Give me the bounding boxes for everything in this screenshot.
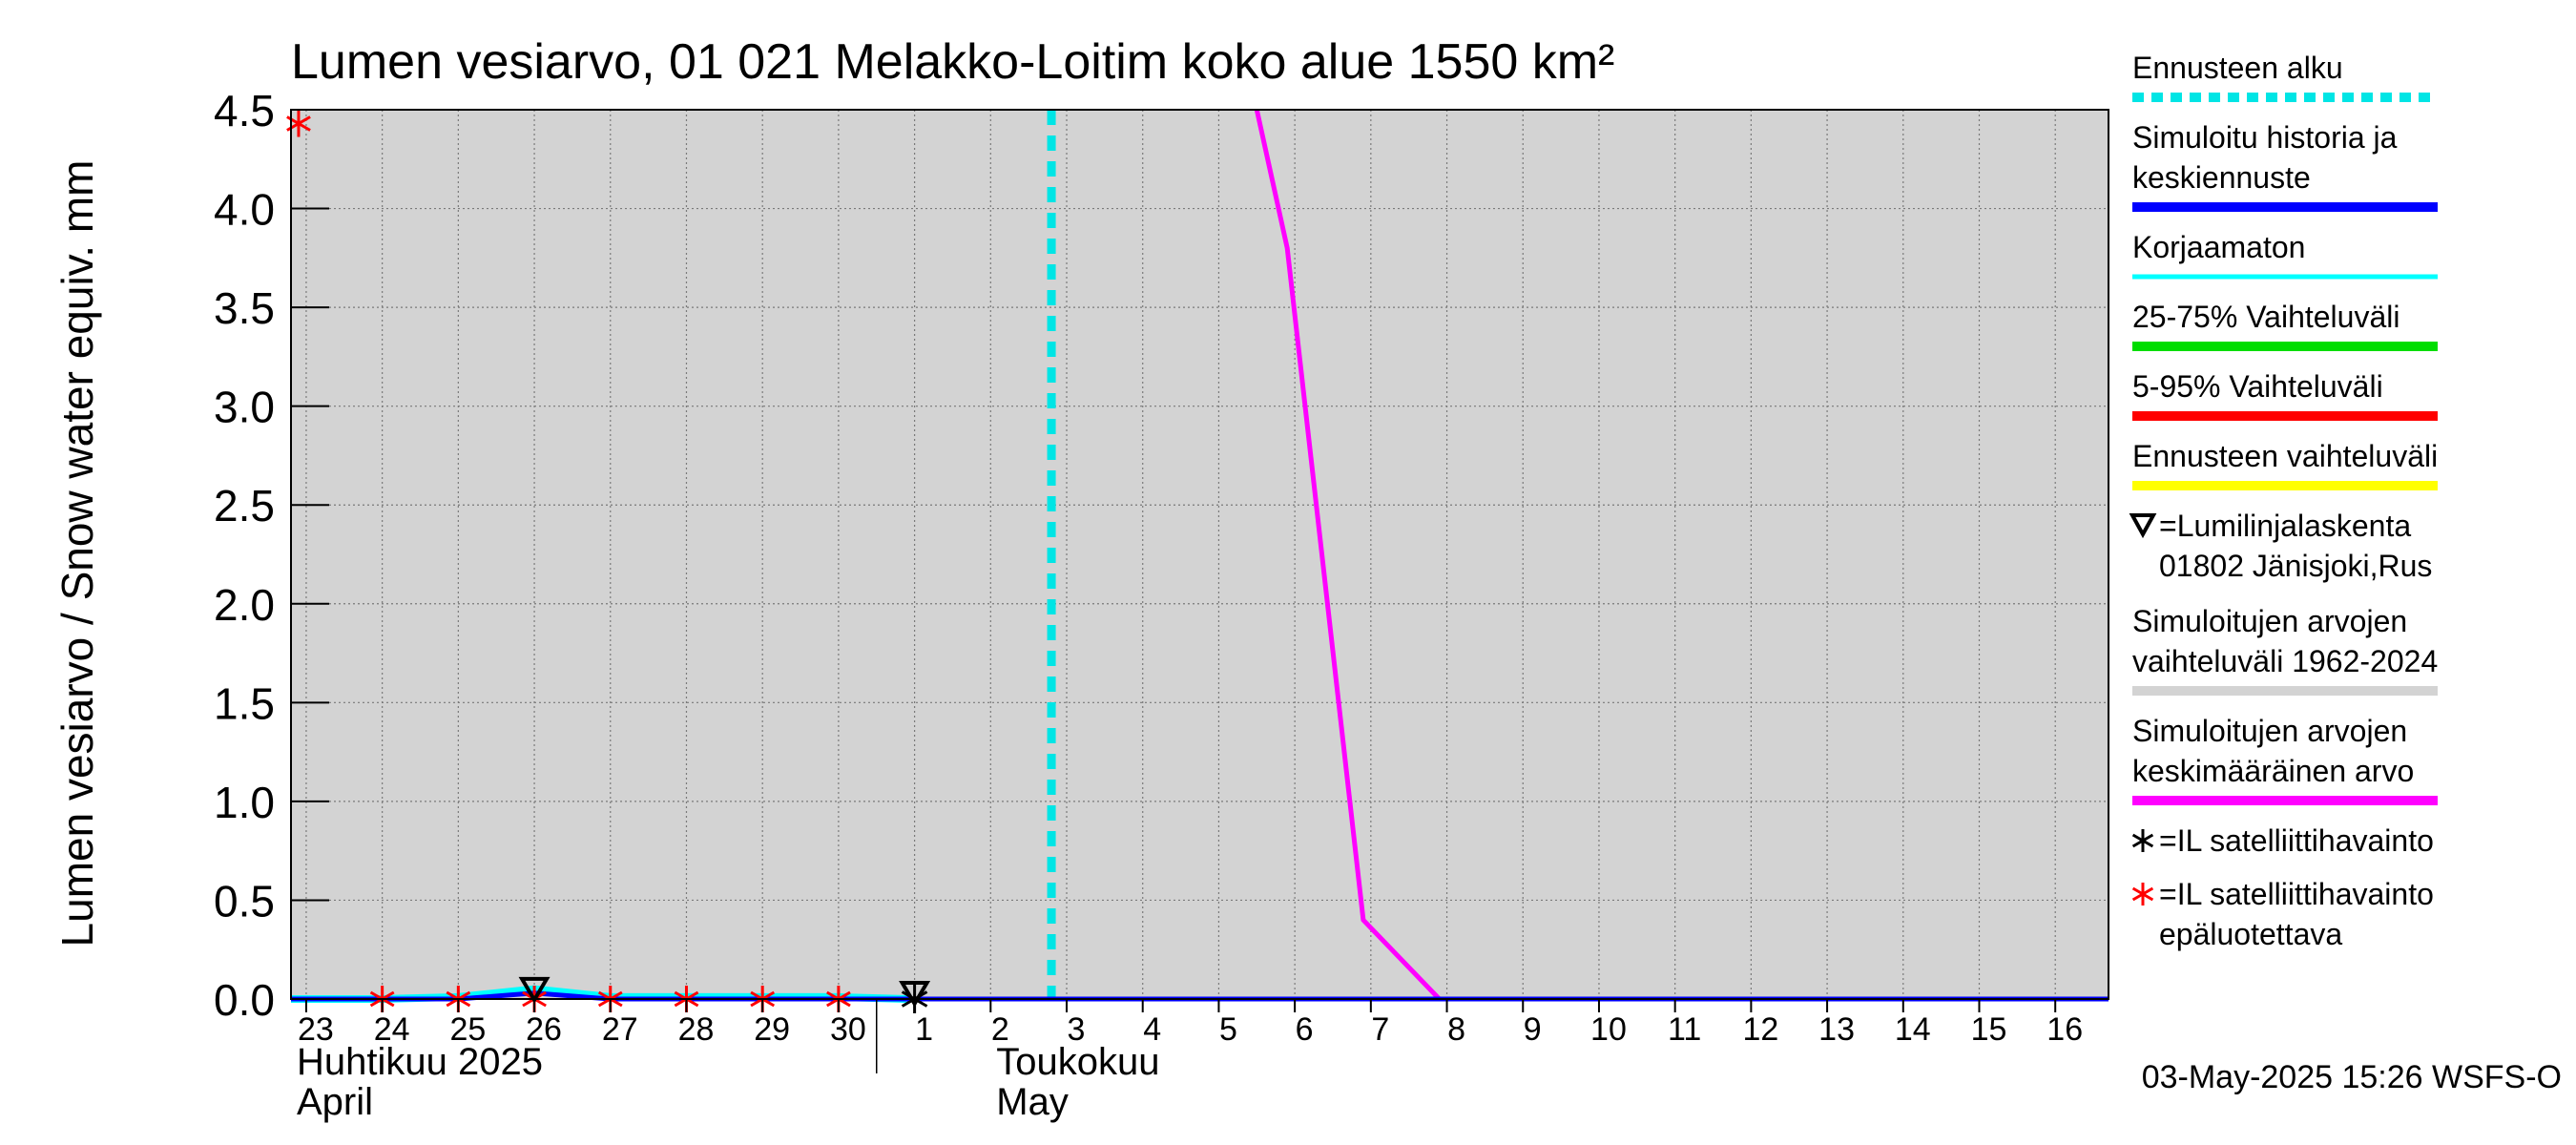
y-tick-label: 4.0 — [214, 185, 275, 235]
month-label-english: May — [996, 1081, 1069, 1123]
legend-label: Ennusteen vaihteluväli — [2132, 439, 2438, 473]
chart-title: Lumen vesiarvo, 01 021 Melakko-Loitim ko… — [291, 34, 1614, 90]
footer-timestamp: 03-May-2025 15:26 WSFS-O — [2142, 1059, 2562, 1095]
legend-label: Korjaamaton — [2132, 230, 2305, 264]
legend-label: keskimääräinen arvo — [2132, 754, 2414, 788]
grid-lines — [291, 109, 2109, 1000]
legend-label: Simuloitu historia ja — [2132, 120, 2398, 155]
legend-triangle-symbol — [2129, 513, 2157, 539]
x-tick-label: 7 — [1371, 1011, 1389, 1048]
y-tick-label: 2.5 — [214, 481, 275, 531]
legend-label: =IL satelliittihavainto — [2159, 877, 2434, 911]
x-tick-label: 30 — [830, 1011, 866, 1048]
legend-label: 5-95% Vaihteluväli — [2132, 369, 2383, 404]
y-tick-label: 1.5 — [214, 678, 275, 728]
legend-label: 25-75% Vaihteluväli — [2132, 300, 2399, 334]
plot-area — [286, 109, 2109, 1013]
legend-star-symbol — [2131, 883, 2154, 906]
plot-frame — [290, 109, 2109, 1000]
snow-course-marker — [899, 981, 931, 1008]
x-tick-label: 3 — [1068, 1011, 1086, 1048]
month-label: Toukokuu — [996, 1041, 1159, 1083]
x-tick-label: 12 — [1742, 1011, 1778, 1048]
month-label-english: April — [297, 1081, 373, 1123]
legend-label: =IL satelliittihavainto — [2159, 823, 2434, 858]
legend-label: vaihteluväli 1962-2024 — [2132, 644, 2438, 678]
x-tick-label: 6 — [1296, 1011, 1314, 1048]
x-tick-label: 9 — [1524, 1011, 1542, 1048]
y-tick-label: 2.0 — [214, 580, 275, 630]
x-tick-label: 23 — [298, 1011, 334, 1048]
x-tick-label: 2 — [991, 1011, 1009, 1048]
legend-label: epäluotettava — [2159, 917, 2342, 951]
legend-label: Simuloitujen arvojen — [2132, 604, 2407, 638]
y-tick-label: 4.5 — [214, 86, 275, 135]
y-tick-label: 3.5 — [214, 283, 275, 333]
x-tick-label: 5 — [1219, 1011, 1237, 1048]
y-axis-label: Lumen vesiarvo / Snow water equiv. mm — [52, 160, 102, 947]
legend-label: =Lumilinjalaskenta — [2159, 509, 2411, 543]
y-axis: 0.0 0.5 1.0 1.5 2.0 2.5 3.0 3.5 4.0 4.5 — [214, 86, 329, 1025]
legend: Ennusteen alku Simuloitu historia ja keski… — [2129, 51, 2438, 951]
legend-label: keskiennuste — [2132, 160, 2311, 195]
x-tick-label: 16 — [2046, 1011, 2083, 1048]
x-tick-label: 26 — [526, 1011, 562, 1048]
x-tick-label: 13 — [1818, 1011, 1855, 1048]
x-tick-label: 8 — [1447, 1011, 1465, 1048]
snow-course-marker — [518, 976, 551, 1004]
legend-label: Ennusteen alku — [2132, 51, 2343, 85]
y-tick-label: 1.0 — [214, 778, 275, 827]
x-tick-label: 10 — [1590, 1011, 1627, 1048]
y-tick-label: 0.0 — [214, 975, 275, 1025]
y-tick-label: 3.0 — [214, 383, 275, 432]
x-tick-label: 14 — [1895, 1011, 1931, 1048]
x-tick-label: 11 — [1668, 1011, 1701, 1048]
y-tick-label: 0.5 — [214, 876, 275, 926]
x-tick-label: 1 — [915, 1011, 933, 1048]
x-tick-label: 29 — [754, 1011, 790, 1048]
x-tick-label: 27 — [602, 1011, 638, 1048]
plot-background — [291, 110, 2109, 999]
legend-label: 01802 Jänisjoki,Rus — [2159, 549, 2432, 583]
x-tick-label: 24 — [374, 1011, 410, 1048]
x-tick-label: 15 — [1971, 1011, 2007, 1048]
x-tick-label: 25 — [449, 1011, 486, 1048]
month-label: Huhtikuu 2025 — [297, 1041, 543, 1083]
x-axis: 23 24 25 26 27 28 29 30 1 2 3 4 5 6 7 8 9 10 11 12 13 14 15 16H… — [297, 999, 2083, 1123]
x-tick-label: 4 — [1143, 1011, 1161, 1048]
legend-label: Simuloitujen arvojen — [2132, 714, 2407, 748]
x-tick-label: 28 — [678, 1011, 715, 1048]
legend-star-symbol — [2131, 829, 2154, 852]
